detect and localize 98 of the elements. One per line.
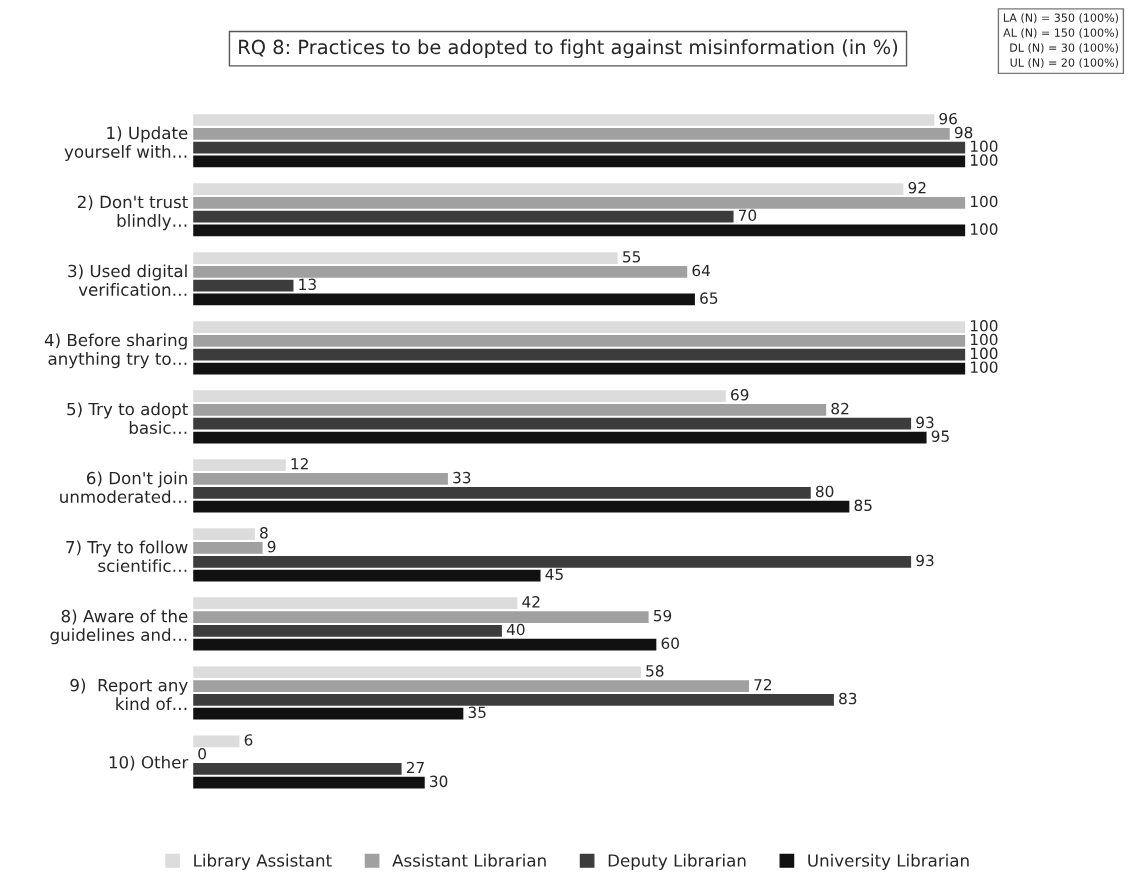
y-tick-label: 3) Used digital verification…	[68, 264, 187, 296]
bar	[193, 404, 827, 416]
bar	[193, 597, 518, 610]
bar	[193, 528, 255, 541]
text: UL (N) = 20 (100%)	[1010, 58, 1118, 69]
y-tick-label: 7) Try to follow scientific…	[66, 540, 188, 573]
bar	[193, 155, 966, 168]
data-label: 33	[453, 471, 471, 484]
data-label: 96	[939, 112, 957, 125]
text: DL (N) = 30 (100%)	[1010, 43, 1118, 54]
data-label: 27	[406, 761, 424, 774]
data-label: 93	[916, 554, 934, 567]
bar	[193, 735, 240, 748]
bar	[193, 114, 935, 126]
bar	[193, 252, 618, 264]
data-label: 65	[700, 292, 718, 304]
chart-title: RQ 8: Practices to be adopted to fight against misinformation (in %)	[239, 39, 898, 59]
bar	[193, 141, 966, 154]
data-label: 85	[854, 499, 872, 512]
data-label: 100	[971, 347, 998, 360]
data-label: 83	[839, 692, 857, 705]
data-label: 72	[754, 678, 772, 691]
data-label: 100	[971, 333, 998, 346]
data-label: 30	[430, 775, 448, 788]
data-label: 64	[692, 264, 710, 277]
legend-label: Assistant Librarian	[392, 853, 546, 867]
data-label: 100	[971, 140, 998, 153]
y-tick-label: 4) Before sharing anything try to…	[44, 333, 187, 369]
y-tick-label: 6) Don't join unmoderated…	[60, 471, 187, 504]
bar	[193, 473, 448, 485]
bar	[193, 390, 726, 402]
data-label: 42	[522, 596, 540, 608]
data-label: 35	[468, 706, 486, 719]
bar	[193, 624, 502, 637]
data-label: 55	[623, 251, 641, 263]
data-label: 93	[916, 416, 934, 429]
bar	[193, 693, 834, 706]
bar	[193, 321, 966, 333]
data-label: 92	[908, 181, 926, 194]
y-tick-label: 10) Other	[109, 755, 189, 771]
bar	[193, 335, 966, 347]
bar	[193, 183, 904, 195]
bar	[193, 279, 294, 292]
bar	[193, 362, 966, 375]
bar	[193, 459, 286, 472]
bar	[193, 210, 734, 223]
data-label: 40	[506, 623, 525, 636]
text: AL (N) = 150 (100%)	[1003, 28, 1118, 39]
data-label: 6	[244, 734, 253, 746]
bar	[193, 266, 688, 278]
data-label: 13	[299, 278, 316, 291]
bar	[193, 500, 850, 513]
bar	[193, 555, 912, 568]
bar	[193, 611, 649, 623]
y-tick-label: 9) Report any kind of…	[70, 678, 188, 711]
data-label: 12	[291, 458, 308, 470]
legend-label: University Librarian	[808, 853, 969, 870]
y-tick-label: 5) Try to adopt basic…	[67, 402, 188, 434]
data-label: 9	[267, 540, 276, 553]
bar	[193, 569, 541, 582]
bar	[193, 486, 811, 499]
data-label: 100	[971, 361, 998, 373]
data-label: 100	[971, 223, 998, 235]
data-label: 45	[545, 568, 563, 581]
legend-label: Library Assistant	[194, 853, 332, 870]
data-label: 58	[646, 665, 664, 677]
bar	[193, 638, 657, 651]
y-tick-label: 8) Aware of the guidelines and…	[50, 609, 188, 645]
bar	[193, 763, 402, 775]
data-label: 59	[653, 609, 672, 622]
bar	[193, 224, 966, 237]
bar	[193, 196, 966, 209]
bar	[193, 707, 464, 720]
bar	[193, 417, 912, 430]
data-label: 0	[198, 747, 206, 760]
bar	[193, 293, 695, 306]
bar	[193, 431, 927, 444]
bar	[193, 776, 425, 789]
data-label: 70	[738, 209, 757, 222]
y-tick-label: 1) Update yourself with…	[64, 126, 188, 162]
data-label: 95	[931, 430, 949, 442]
data-label: 69	[731, 389, 749, 401]
y-tick-label: 2) Don't trust blindly…	[77, 195, 188, 231]
data-label: 100	[971, 154, 998, 166]
data-label: 60	[661, 637, 679, 650]
data-label: 8	[260, 527, 268, 539]
data-label: 100	[971, 319, 998, 332]
bar	[193, 348, 966, 361]
text: LA (N) = 350 (100%)	[1003, 13, 1118, 24]
bar	[193, 542, 263, 554]
data-label: 100	[971, 195, 998, 208]
bar	[193, 666, 641, 679]
data-label: 80	[815, 485, 834, 498]
data-label: 82	[831, 402, 849, 415]
data-label: 98	[954, 126, 973, 139]
bar	[193, 127, 950, 140]
legend-label: Deputy Librarian	[608, 853, 746, 870]
bar	[193, 680, 749, 692]
